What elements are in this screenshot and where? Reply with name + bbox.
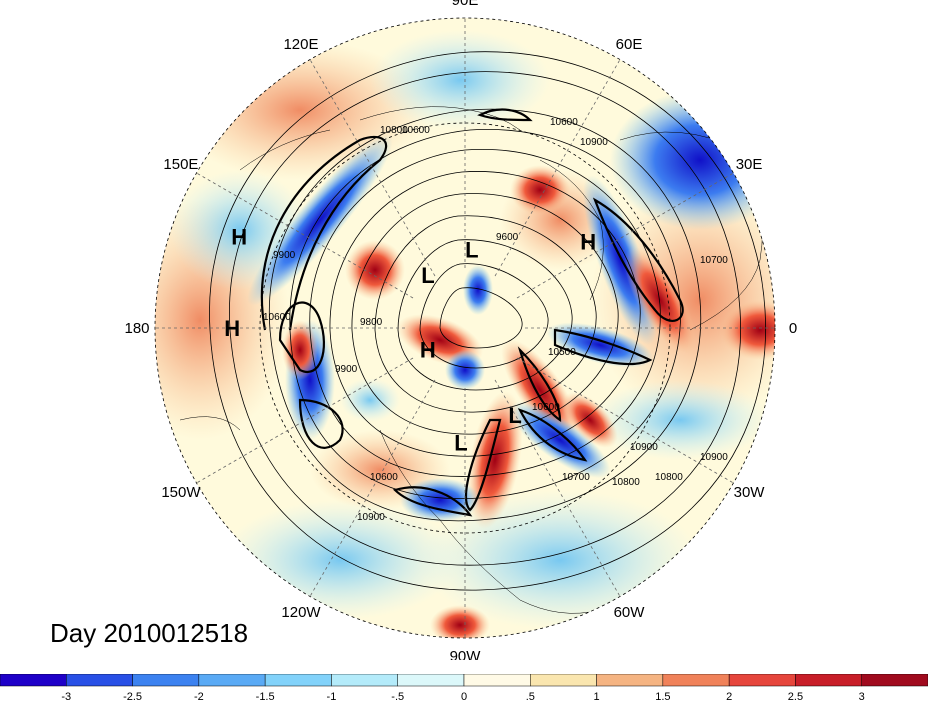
anomaly-field: [155, 18, 775, 638]
high-pressure-marker: H: [231, 225, 247, 250]
contour-label: 10900: [580, 137, 608, 148]
contour-label: 10900: [630, 442, 658, 453]
colorbar-tick-label: -1.5: [256, 691, 275, 702]
contour-label: 10800: [612, 477, 640, 488]
low-pressure-marker: L: [454, 431, 467, 456]
jet-contours: [260, 108, 684, 517]
colorbar-swatch: [198, 674, 266, 687]
colorbar-tick-label: -2: [194, 691, 204, 702]
contour-label: 10600: [370, 472, 398, 483]
colorbar-tick-label: .5: [526, 691, 535, 702]
colorbar-tick-label: 0: [461, 691, 467, 702]
high-pressure-marker: H: [580, 230, 596, 255]
longitude-label: 150W: [161, 484, 201, 501]
colorbar-tick-label: -2.5: [123, 691, 142, 702]
colorbar-swatch: [728, 674, 796, 687]
colorbar-swatch: [0, 674, 67, 687]
colorbar-swatch: [662, 674, 730, 687]
longitude-label: 30W: [734, 484, 766, 501]
longitude-label: 60W: [614, 604, 646, 621]
longitude-label: 180: [124, 320, 149, 337]
longitude-label: 60E: [616, 36, 643, 53]
longitude-label: 90W: [450, 648, 482, 660]
colorbar-swatch: [66, 674, 133, 687]
colorbar-tick-label: 2.5: [788, 691, 803, 702]
colorbar-swatch: [397, 674, 465, 687]
colorbar-swatch: [331, 674, 398, 687]
pressure-system-layer: H H H L L L H L: [224, 225, 596, 456]
day-title: Day 2010012518: [50, 618, 249, 648]
colorbar-swatch: [132, 674, 200, 687]
contour-label: 10600: [550, 117, 578, 128]
longitude-label: 150E: [163, 156, 198, 173]
contour-label: 9600: [496, 232, 519, 243]
contour-label: 9900: [335, 364, 358, 375]
contour-label: 10600: [532, 402, 560, 413]
longitude-label: 120W: [281, 604, 321, 621]
colorbar-tick-label: -.5: [391, 691, 404, 702]
high-pressure-marker: H: [224, 316, 240, 341]
contour-label: 10800: [380, 125, 408, 136]
high-pressure-marker: H: [420, 337, 436, 362]
map-boundary: [154, 17, 776, 639]
colorbar: -3 -2.5 -2 -1.5 -1 -.5 0 .5 1 1.5 2 2.5 3: [0, 674, 928, 702]
colorbar-swatch: [264, 674, 332, 687]
low-pressure-marker: L: [465, 237, 478, 262]
contour-label: 10700: [562, 472, 590, 483]
colorbar-tick-label: -3: [61, 691, 71, 702]
colorbar-tick-label: 3: [859, 691, 865, 702]
longitude-label-layer: 90E 60E 30E 0 30W 60W 90W 120W 150W 180 150E 120E: [124, 0, 797, 660]
colorbar-swatch: [463, 674, 531, 687]
low-pressure-marker: L: [508, 403, 521, 428]
colorbar-swatch: [861, 674, 928, 687]
colorbar-tick-label: 1.5: [655, 691, 670, 702]
contour-label: 9900: [273, 250, 296, 261]
contour-label: 9800: [360, 317, 383, 328]
contour-label: 10900: [700, 452, 728, 463]
contour-label: 10900: [357, 512, 385, 523]
contour-label: 10600: [402, 125, 430, 136]
contour-label: 10500: [548, 347, 576, 358]
longitude-label: 90E: [452, 0, 479, 9]
colorbar-tick-label: -1: [327, 691, 337, 702]
colorbar-swatch: [795, 674, 862, 687]
longitude-label: 30E: [736, 156, 763, 173]
colorbar-swatch: [596, 674, 664, 687]
colorbar-tick-label: 1: [594, 691, 600, 702]
contour-label: 10800: [655, 472, 683, 483]
contour-label: 10700: [700, 255, 728, 266]
longitude-label: 0: [789, 320, 797, 337]
colorbar-swatch: [530, 674, 597, 687]
colorbar-tick-label: 2: [726, 691, 732, 702]
low-pressure-marker: L: [421, 263, 434, 288]
longitude-label: 120E: [283, 36, 318, 53]
contour-label: 10600: [263, 312, 291, 323]
